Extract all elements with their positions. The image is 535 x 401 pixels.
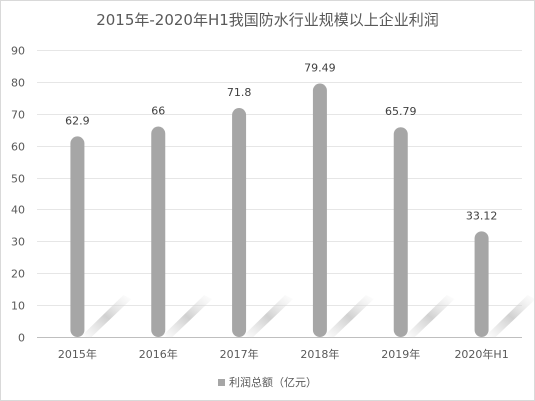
bar-shadow [404, 295, 455, 338]
chart-title: 2015年-2020年H1我国防水行业规模以上企业利润 [96, 11, 439, 29]
y-tick-label: 30 [11, 236, 25, 249]
bar [151, 126, 166, 338]
data-label: 71.8 [227, 86, 252, 99]
bar-shadow [323, 295, 374, 338]
y-tick-label: 20 [11, 268, 25, 281]
y-tick-label: 80 [11, 77, 25, 90]
bar-shadow [243, 295, 294, 338]
x-tick-label: 2015年 [58, 347, 97, 361]
bar-shadow [81, 295, 132, 338]
y-tick-label: 40 [11, 204, 25, 217]
y-tick-label: 60 [11, 141, 25, 154]
data-label: 62.9 [65, 114, 90, 127]
data-label: 33.12 [466, 209, 498, 222]
bar [474, 231, 489, 337]
data-label: 65.79 [385, 105, 417, 118]
y-tick-label: 0 [18, 332, 25, 345]
y-tick-label: 70 [11, 109, 25, 122]
y-tick-label: 90 [11, 45, 25, 58]
bar [312, 83, 327, 337]
legend-swatch [218, 378, 225, 386]
bar [393, 127, 408, 337]
bar [232, 108, 247, 337]
bar-shadow [162, 295, 213, 338]
bar-shadow [485, 295, 534, 338]
y-tick-label: 10 [11, 300, 25, 313]
x-tick-label: 2020年H1 [454, 347, 508, 361]
bar [70, 136, 85, 337]
legend-label: 利润总额（亿元） [229, 376, 317, 389]
x-tick-label: 2017年 [220, 347, 259, 361]
y-tick-label: 50 [11, 173, 25, 186]
x-tick-label: 2016年 [139, 347, 178, 361]
data-label: 79.49 [304, 62, 336, 75]
x-tick-label: 2019年 [381, 347, 420, 361]
data-label: 66 [151, 105, 165, 118]
chart-legend: 利润总额（亿元） [1, 374, 534, 390]
x-tick-label: 2018年 [300, 347, 339, 361]
